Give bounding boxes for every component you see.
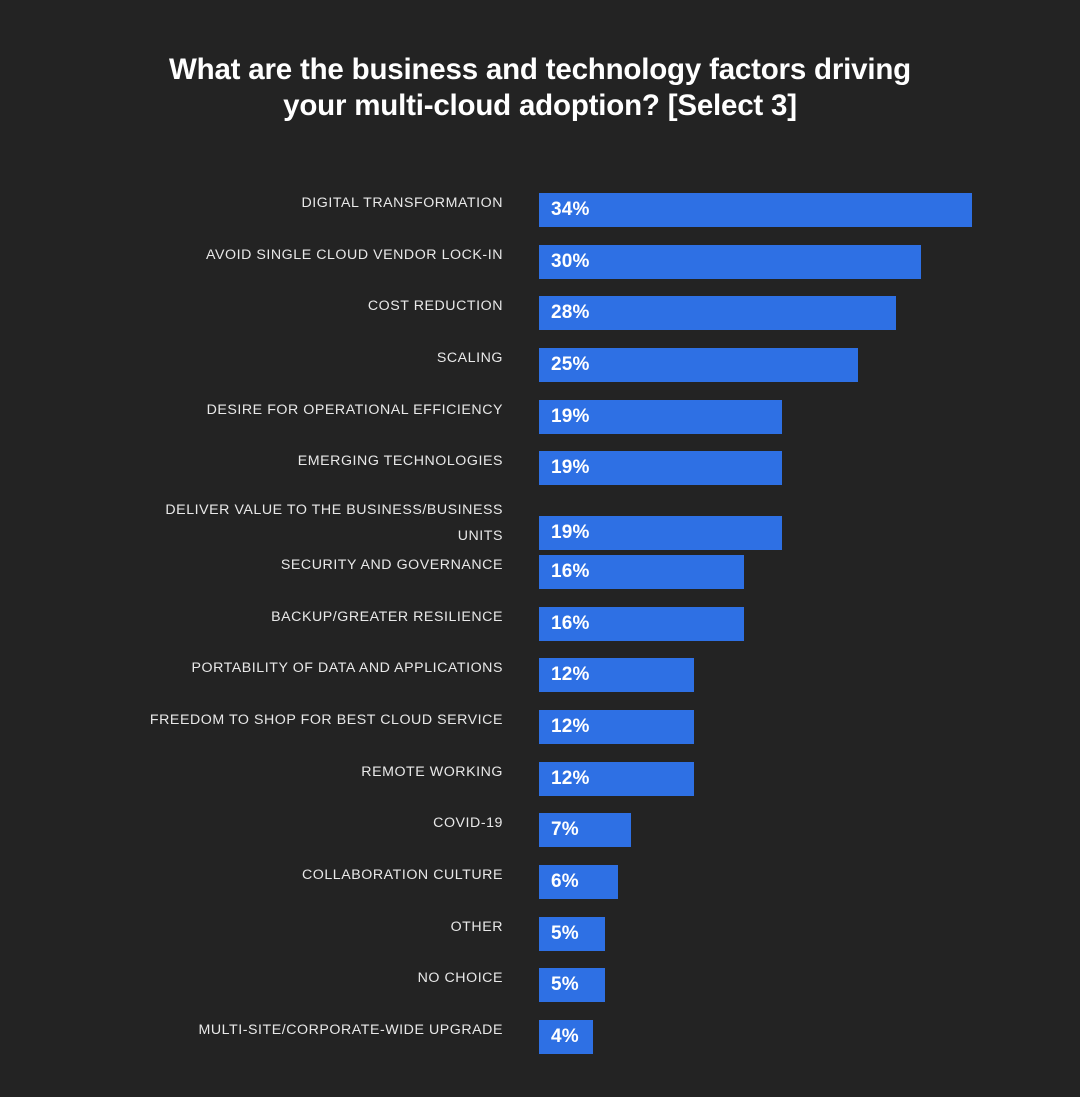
chart-row: REMOTE WORKING 12% <box>0 756 1080 808</box>
bar-track: 12% <box>539 704 1080 756</box>
bar-track: 19% <box>539 497 1080 551</box>
bar[interactable]: 6% <box>539 864 618 899</box>
bar-track: 28% <box>539 290 1080 342</box>
bar[interactable]: 4% <box>539 1020 593 1054</box>
bar-value-label: 12% <box>551 767 590 789</box>
bar[interactable]: 19% <box>539 451 783 486</box>
bar[interactable]: 12% <box>539 658 694 693</box>
bar-value-label: 7% <box>551 819 579 841</box>
bar-value-label: 28% <box>551 302 590 324</box>
bar[interactable]: 30% <box>539 244 922 279</box>
bar-value-label: 12% <box>551 664 590 686</box>
bar[interactable]: 34% <box>539 193 972 227</box>
bar-track: 19% <box>539 445 1080 497</box>
bar-value-label: 30% <box>551 250 590 272</box>
bar-value-label: 34% <box>551 199 590 220</box>
bar-track: 16% <box>539 601 1080 653</box>
bar-value-label: 25% <box>551 354 590 376</box>
bar-category-label: OTHER <box>450 918 503 935</box>
chart-row: COLLABORATION CULTURE 6% <box>0 859 1080 911</box>
chart-row: BACKUP/GREATER RESILIENCE 16% <box>0 601 1080 653</box>
bar[interactable]: 12% <box>539 761 694 796</box>
bar[interactable]: 16% <box>539 606 745 641</box>
bar-category-label: DESIRE FOR OPERATIONAL EFFICIENCY <box>206 401 503 418</box>
bar-value-label: 16% <box>551 560 590 582</box>
bar-category-label: EMERGING TECHNOLOGIES <box>297 453 503 470</box>
bar[interactable]: 7% <box>539 813 631 848</box>
bar-track: 16% <box>539 549 1080 601</box>
bar[interactable]: 5% <box>539 968 606 1003</box>
chart-row: AVOID SINGLE CLOUD VENDOR LOCK-IN 30% <box>0 239 1080 291</box>
chart-row: SCALING 25% <box>0 342 1080 394</box>
bar-value-label: 12% <box>551 715 590 737</box>
bar-category-label: NO CHOICE <box>417 970 503 987</box>
bar-category-label: FREEDOM TO SHOP FOR BEST CLOUD SERVICE <box>149 711 503 728</box>
bar-category-label: AVOID SINGLE CLOUD VENDOR LOCK-IN <box>206 246 503 263</box>
chart-row: DIGITAL TRANSFORMATION 34% <box>0 187 1080 239</box>
bar-track: 30% <box>539 239 1080 291</box>
bar[interactable]: 25% <box>539 348 859 383</box>
bar[interactable]: 5% <box>539 916 606 951</box>
bar[interactable]: 16% <box>539 554 745 589</box>
chart-row: COVID-19 7% <box>0 807 1080 859</box>
bar-value-label: 6% <box>551 870 579 892</box>
chart-row: DESIRE FOR OPERATIONAL EFFICIENCY 19% <box>0 394 1080 446</box>
chart-row: NO CHOICE 5% <box>0 962 1080 1014</box>
bar-category-label: DELIVER VALUE TO THE BUSINESS/BUSINESS U… <box>165 502 503 545</box>
bar-track: 7% <box>539 807 1080 859</box>
bar-value-label: 19% <box>551 522 590 544</box>
bar-track: 12% <box>539 652 1080 704</box>
bar-category-label: COVID-19 <box>433 815 503 832</box>
bar[interactable]: 28% <box>539 296 897 331</box>
bar-value-label: 5% <box>551 974 579 996</box>
bar-track: 34% <box>539 187 1080 239</box>
chart-row: PORTABILITY OF DATA AND APPLICATIONS 12% <box>0 652 1080 704</box>
bar-value-label: 16% <box>551 612 590 634</box>
bar-category-label: PORTABILITY OF DATA AND APPLICATIONS <box>191 660 503 677</box>
bar[interactable]: 19% <box>539 399 783 434</box>
bar-value-label: 19% <box>551 457 590 479</box>
bar-category-label: COLLABORATION CULTURE <box>301 866 503 883</box>
bar-category-label: SECURITY AND GOVERNANCE <box>280 556 503 573</box>
bar[interactable]: 19% <box>539 516 783 551</box>
bar-value-label: 5% <box>551 922 579 944</box>
chart-row: OTHER 5% <box>0 911 1080 963</box>
bar-track: 5% <box>539 911 1080 963</box>
bar-track: 25% <box>539 342 1080 394</box>
chart-row: FREEDOM TO SHOP FOR BEST CLOUD SERVICE 12… <box>0 704 1080 756</box>
bar-category-label: DIGITAL TRANSFORMATION <box>301 195 503 211</box>
bar-category-label: REMOTE WORKING <box>361 763 503 780</box>
bar-track: 12% <box>539 756 1080 808</box>
chart-row: EMERGING TECHNOLOGIES 19% <box>0 445 1080 497</box>
chart-row: SECURITY AND GOVERNANCE 16% <box>0 549 1080 601</box>
bar-category-label: SCALING <box>436 350 503 367</box>
bar[interactable]: 12% <box>539 709 694 744</box>
bar-category-label: MULTI-SITE/CORPORATE-WIDE UPGRADE <box>198 1022 503 1038</box>
bar-track: 19% <box>539 394 1080 446</box>
bar-category-label: COST REDUCTION <box>367 298 503 315</box>
chart-row: COST REDUCTION 28% <box>0 290 1080 342</box>
bar-track: 4% <box>539 1014 1080 1066</box>
bar-track: 6% <box>539 859 1080 911</box>
bar-value-label: 4% <box>551 1026 579 1047</box>
bar-chart: DIGITAL TRANSFORMATION 34% AVOID SINGLE CL… <box>0 187 1080 1066</box>
chart-title-block: What are the business and technology fac… <box>90 52 990 124</box>
bar-category-label: BACKUP/GREATER RESILIENCE <box>271 608 503 625</box>
page-title: What are the business and technology fac… <box>169 53 911 122</box>
chart-row: DELIVER VALUE TO THE BUSINESS/BUSINESS U… <box>0 497 1080 551</box>
chart-row: MULTI-SITE/CORPORATE-WIDE UPGRADE 4% <box>0 1014 1080 1066</box>
bar-track: 5% <box>539 962 1080 1014</box>
bar-value-label: 19% <box>551 405 590 427</box>
